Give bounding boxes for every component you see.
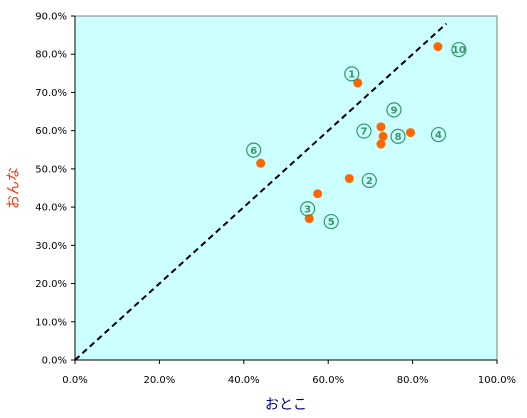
point-label-ring bbox=[356, 123, 372, 139]
data-point bbox=[376, 139, 386, 149]
point-labels-group: 1 2 3 4 5 6 7 8 9 10 bbox=[246, 41, 467, 230]
y-tick-label: 50.0% bbox=[35, 164, 67, 175]
point-label: 10 bbox=[452, 45, 466, 56]
data-point bbox=[378, 131, 388, 141]
point-label: 4 bbox=[435, 130, 442, 141]
data-point bbox=[353, 78, 363, 88]
reference-line-group bbox=[74, 22, 448, 361]
x-tick-label: 40.0% bbox=[228, 375, 260, 386]
x-axis-title: おとこ bbox=[265, 397, 307, 413]
point-label: 1 bbox=[348, 69, 355, 80]
x-tick-label: 100.0% bbox=[478, 375, 516, 386]
plot-area bbox=[74, 15, 498, 361]
y-tick-label: 40.0% bbox=[35, 203, 67, 214]
point-label-ring bbox=[430, 126, 447, 143]
data-point bbox=[344, 173, 354, 183]
point-label-ring bbox=[361, 172, 377, 189]
data-point bbox=[304, 214, 314, 224]
y-tick-label: 80.0% bbox=[35, 50, 67, 61]
point-label-ring bbox=[246, 142, 262, 158]
y-tick-label: 0.0% bbox=[42, 356, 67, 367]
x-tick-label: 60.0% bbox=[312, 375, 344, 386]
y-tick-label: 10.0% bbox=[35, 317, 67, 328]
x-tick-labels: 0.0% 20.0% 40.0% 60.0% 80.0% 100.0% bbox=[62, 360, 516, 386]
y-tick-label: 30.0% bbox=[35, 241, 67, 252]
point-label-ring bbox=[451, 41, 467, 58]
data-point bbox=[405, 128, 415, 138]
x-tick-label: 80.0% bbox=[397, 375, 429, 386]
data-point bbox=[313, 189, 323, 199]
y-tick-label: 60.0% bbox=[35, 126, 67, 137]
x-tick-label: 20.0% bbox=[144, 375, 176, 386]
point-label: 3 bbox=[304, 204, 311, 215]
point-label: 9 bbox=[390, 105, 397, 116]
point-label: 8 bbox=[395, 132, 402, 143]
point-label: 7 bbox=[360, 127, 367, 138]
y-tick-label: 20.0% bbox=[35, 279, 67, 290]
point-label: 5 bbox=[328, 217, 335, 228]
y-tick-label: 90.0% bbox=[35, 12, 67, 23]
x-tick-label: 0.0% bbox=[62, 375, 87, 386]
point-label-ring bbox=[386, 102, 402, 118]
reference-diagonal-line bbox=[74, 22, 448, 361]
data-point bbox=[433, 42, 443, 52]
point-label: 6 bbox=[250, 146, 257, 157]
y-tick-label: 70.0% bbox=[35, 88, 67, 99]
point-label-ring bbox=[323, 213, 339, 230]
data-point bbox=[376, 122, 386, 132]
point-label-ring bbox=[344, 66, 360, 82]
point-label-ring bbox=[390, 128, 406, 144]
y-tick-labels: 0.0% 10.0% 20.0% 30.0% 40.0% 50.0% 60.0% 70.0% 8… bbox=[35, 12, 75, 367]
data-points-group bbox=[256, 42, 443, 224]
point-label: 2 bbox=[366, 176, 373, 187]
y-axis-title: おんな bbox=[6, 167, 22, 209]
point-label-ring bbox=[300, 201, 316, 217]
data-point bbox=[256, 158, 266, 168]
